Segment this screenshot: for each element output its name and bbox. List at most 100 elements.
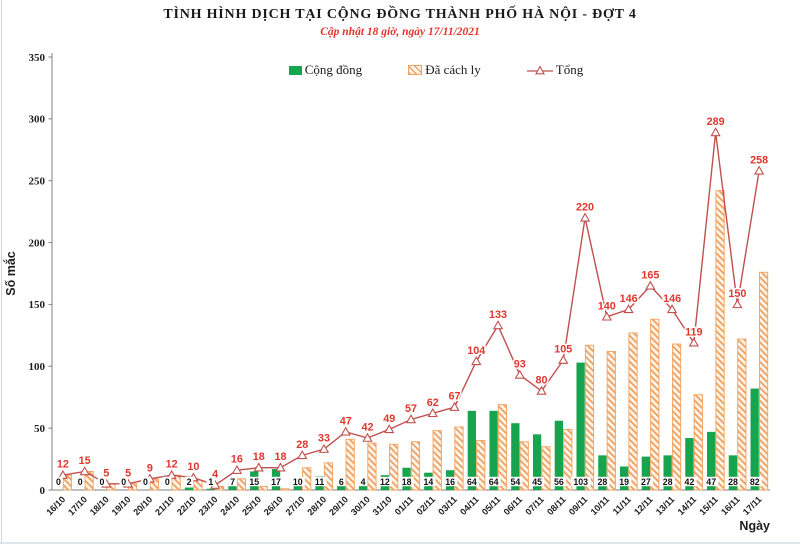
line-value-label: 150 [728,288,746,300]
marker-tong-triangle-icon [405,414,417,424]
bar-value-label: 0 [100,477,105,487]
bar-value-label: 7 [230,477,235,487]
bar-cong-dong [554,420,564,490]
marker-tong-triangle-icon [536,385,547,395]
bar-value-label: 64 [489,477,499,487]
bar-da-cach-ly [715,190,725,491]
label-bg [337,476,346,487]
legend-item-cong-dong: Cộng đồng [288,62,362,78]
bar-cong-dong [728,455,738,490]
bar-da-cach-ly [671,343,682,491]
bar-value-label: 54 [510,477,520,487]
bar-value-label: 0 [78,477,83,487]
marker-tong-triangle-icon [601,311,612,321]
label-bg [75,476,85,487]
marker-tong-triangle-icon [514,369,525,379]
label-bg [119,476,129,487]
bar-value-label: 18 [402,477,412,487]
bar-value-label: 64 [467,477,477,487]
x-tick-label: 19/10 [110,494,133,517]
line-value-label: 5 [125,467,131,479]
label-bg [551,476,567,487]
marker-tong-triangle-icon [645,280,656,290]
bar-value-label: 45 [532,477,542,487]
legend-swatch-green-icon [288,65,302,75]
x-tick-label: 29/10 [327,494,350,517]
label-bg [570,476,591,487]
bar-cong-dong [358,485,368,490]
marker-tong-triangle-icon [492,320,504,330]
line-value-label: 47 [340,415,352,427]
marker-tong-triangle-icon [275,462,286,472]
marker-tong-triangle-icon [362,432,373,442]
marker-tong-triangle-icon [57,469,69,479]
x-tick-label: 08/11 [545,494,568,517]
x-tick-label: 12/11 [632,494,655,517]
x-tick-label: 26/10 [262,494,285,517]
marker-tong-triangle-icon [340,426,351,436]
line-value-label: 42 [361,422,373,434]
label-bg [486,476,501,487]
x-tick-label: 30/10 [349,494,372,517]
y-tick-label: 200 [29,237,46,249]
line-value-label: 5 [103,467,109,479]
label-bg [725,476,741,487]
marker-tong-triangle-icon [318,443,330,453]
bar-da-cach-ly [367,442,377,491]
bar-cong-dong [184,487,194,490]
line-value-label: 57 [405,403,417,415]
bar-value-label: 19 [619,477,629,487]
line-value-label: 62 [427,397,439,409]
bar-da-cach-ly [454,426,464,491]
y-axis-title: Số mắc [3,251,18,296]
line-value-label: 104 [467,345,485,357]
bar-value-label: 28 [728,477,738,487]
marker-tong-triangle-icon [297,450,308,460]
x-tick-label: 14/11 [676,494,699,517]
marker-tong-triangle-icon [579,212,591,222]
bar-da-cach-ly [236,478,246,491]
x-tick-label: 01/11 [393,494,416,517]
bar-value-label: 12 [380,477,390,487]
label-bg [290,476,305,487]
x-tick-label: 24/10 [218,494,241,517]
y-tick-label: 100 [29,361,46,373]
bar-da-cach-ly [84,470,94,491]
label-bg [508,476,523,487]
label-bg [247,476,262,487]
line-value-label: 165 [641,269,659,281]
line-value-label: 15 [79,455,91,467]
label-bg [595,476,610,487]
marker-tong-triangle-icon [79,466,90,476]
line-value-label: 146 [663,293,681,305]
line-value-label: 4 [212,469,218,481]
line-value-label: 12 [166,459,178,471]
bar-da-cach-ly [323,462,334,491]
bar-value-label: 28 [663,477,673,487]
marker-tong-triangle-icon [710,127,721,137]
x-tick-label: 04/11 [458,494,481,517]
bar-value-label: 27 [641,477,651,487]
x-tick-label: 15/11 [697,494,720,517]
bar-value-label: 11 [315,477,324,487]
bar-cong-dong [489,410,498,490]
y-tick-label: 350 [29,52,46,64]
bar-cong-dong [750,388,759,490]
line-value-label: 80 [536,375,548,387]
bar-da-cach-ly [584,344,595,491]
bar-da-cach-ly [737,338,747,491]
bar-da-cach-ly [519,441,529,491]
bar-da-cach-ly [606,350,616,491]
label-bg [443,476,458,487]
line-value-label: 67 [449,391,461,403]
marker-tong-triangle-icon [688,337,699,347]
legend-label-da-cach-ly: Đã cách ly [425,62,481,77]
label-bg [54,476,63,487]
label-bg [617,476,632,487]
label-bg [268,476,284,487]
bar-value-label: 0 [143,477,148,487]
y-tick-label: 250 [29,176,46,188]
bar-cong-dong [707,431,716,490]
label-bg [682,476,697,487]
